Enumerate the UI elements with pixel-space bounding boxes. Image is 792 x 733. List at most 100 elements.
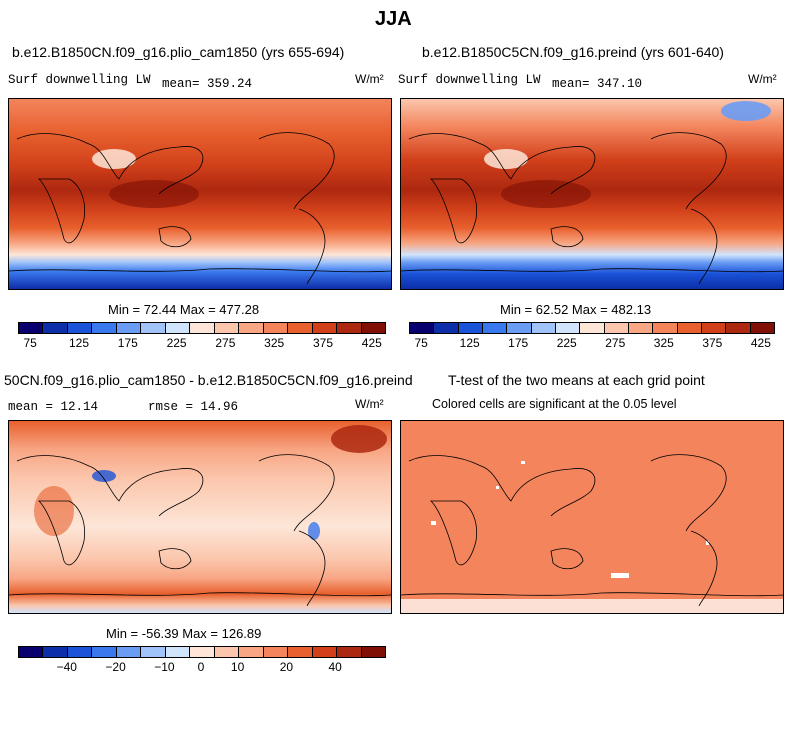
abs1-swatch-2 [67,323,93,333]
abs1-tick-label: 325 [264,336,285,350]
panel3-andes-cold [308,522,320,540]
abs2-swatch-1 [434,323,459,333]
diff-tick-label: 40 [328,660,342,674]
panel1-coastlines [9,132,391,285]
abs2-swatch-8 [604,323,629,333]
abs1-swatch-10 [263,323,289,333]
abs1-tick-label: 225 [166,336,187,350]
abs1-swatch-5 [141,323,166,333]
panel4-case-title: T-test of the two means at each grid poi… [448,372,705,388]
abs2-tick-label: 275 [605,336,626,350]
diff-swatch-7 [190,647,215,657]
abs2-swatch-14 [750,323,774,333]
abs1-tick-label: 75 [23,336,37,350]
abs1-swatch-11 [288,323,313,333]
diff-tick-label: −40 [56,660,77,674]
panel1-tibet-anomaly [92,149,136,169]
panel3-arctic-warm [331,425,387,453]
diff-swatch-10 [263,647,289,657]
abs2-tick-label: 325 [653,336,674,350]
abs2-swatch-2 [458,323,483,333]
panel4-nonsig-antarctic [401,599,783,613]
panel1-variable: Surf downwelling LW [8,73,151,87]
abs2-swatch-6 [555,323,581,333]
panel3-map-svg [9,421,391,613]
abs2-swatch-12 [701,323,727,333]
abs1-swatch-4 [116,323,142,333]
abs2-tick-label: 125 [459,336,480,350]
panel3-case-title: 50CN.f09_g16.plio_cam1850 - b.e12.B1850C… [4,372,413,388]
abs1-swatch-7 [190,323,215,333]
panel2-map-svg [401,99,783,289]
diff-swatch-5 [141,647,166,657]
colorbar-abs-2-ticks: 75 125 175 225 275 325 375 425 [409,336,773,352]
panel4-subtitle: Colored cells are significant at the 0.0… [432,397,677,411]
diff-swatch-11 [288,647,313,657]
abs2-swatch-10 [653,323,678,333]
figure-title: JJA [375,8,412,30]
diff-swatch-14 [361,647,386,657]
panel1-map-svg [9,99,391,289]
abs2-swatch-13 [726,323,751,333]
panel3-asia-cold [92,470,116,482]
colorbar-abs-1-ticks: 75 125 175 225 275 325 375 425 [18,336,384,352]
panel1-case-title: b.e12.B1850CN.f09_g16.plio_cam1850 (yrs … [12,44,345,60]
panel4-map [400,420,784,614]
panel2-tibet-anomaly [484,149,528,169]
panel4-nonsig-dot4 [496,486,499,489]
abs2-swatch-5 [531,323,556,333]
panel3-stats: Min = -56.39 Max = 126.89 [106,626,262,641]
panel3-mean: mean = 12.14 [8,400,99,414]
panel4-nonsig-dot2 [431,521,436,525]
panel1-map [8,98,392,290]
diff-tick-label: 0 [197,660,205,674]
panel2-units: W/m² [748,72,777,86]
diff-swatch-12 [312,647,338,657]
panel3-rmse: rmse = 14.96 [148,400,239,414]
panel4-nonsig-dot1 [521,461,525,464]
diff-swatch-4 [116,647,142,657]
abs1-tick-label: 125 [68,336,90,350]
abs1-swatch-1 [43,323,68,333]
panel3-africa-warm [34,486,74,536]
diff-tick-label: −10 [154,660,175,674]
abs1-swatch-9 [239,323,264,333]
colorbar-diff-ticks: −40 −20 −10 0 10 20 40 [18,660,384,676]
abs1-tick-label: 175 [117,336,138,350]
diff-swatch-1 [43,647,68,657]
panel4-coastlines [401,454,783,607]
diff-tick-label: 10 [230,660,245,674]
panel1-stats: Min = 72.44 Max = 477.28 [108,302,260,317]
panel4-map-svg [401,454,783,613]
diff-swatch-2 [67,647,93,657]
abs2-tick-label: 225 [556,336,577,350]
abs2-tick-label: 75 [414,336,428,350]
abs2-tick-label: 375 [702,336,723,350]
abs2-swatch-9 [628,323,654,333]
panel2-field [401,99,783,289]
panel2-mean: mean= 347.10 [552,77,643,91]
abs2-swatch-4 [507,323,532,333]
abs2-swatch-11 [677,323,702,333]
panel2-map [400,98,784,290]
panel2-stats: Min = 62.52 Max = 482.13 [500,302,652,317]
panel2-coastlines [401,132,783,285]
abs1-swatch-0 [19,323,44,333]
panel1-units: W/m² [355,72,384,86]
abs1-swatch-12 [312,323,338,333]
diff-swatch-6 [165,647,191,657]
diff-swatch-13 [337,647,362,657]
panel4-nonsig-patch [611,573,629,578]
panel2-case-title: b.e12.B1850C5CN.f09_g16.preind (yrs 601-… [422,44,724,60]
abs1-tick-label: 375 [312,336,334,350]
colorbar-diff [18,646,386,658]
abs2-swatch-7 [580,323,605,333]
colorbar-abs-1 [18,322,386,334]
abs1-swatch-13 [337,323,362,333]
abs1-swatch-8 [214,323,240,333]
abs2-tick-label: 175 [508,336,529,350]
panel2-warm-pool [501,180,591,208]
diff-swatch-3 [92,647,117,657]
panel3-coastlines [9,454,391,607]
abs1-tick-label: 275 [215,336,236,350]
